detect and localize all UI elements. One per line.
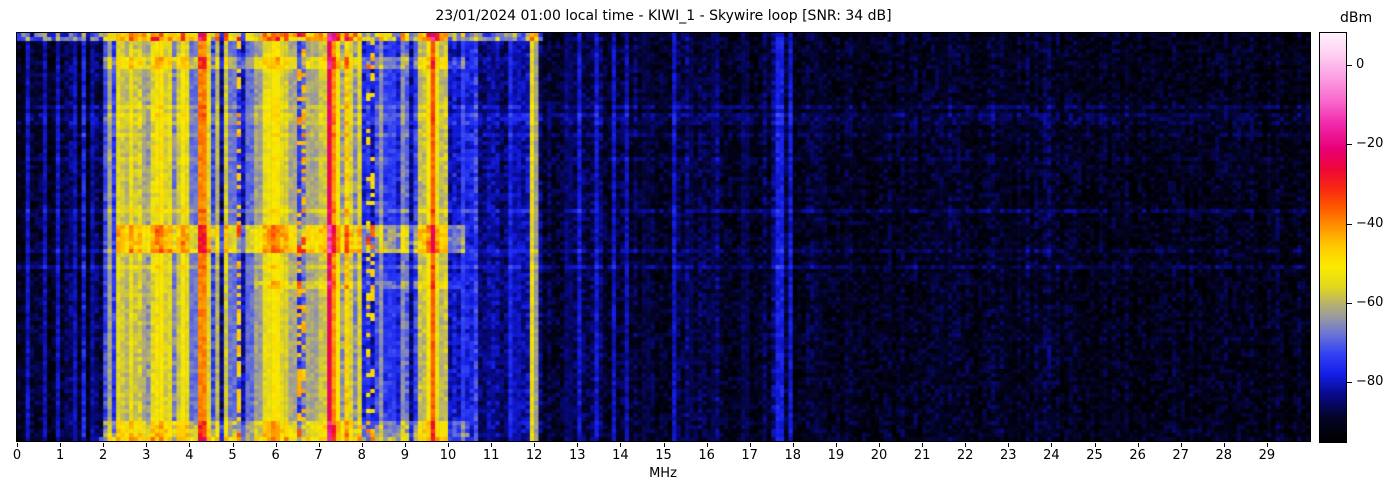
plot-area (16, 32, 1311, 442)
x-tick (17, 443, 18, 447)
x-tick (663, 443, 665, 447)
x-tick (1180, 443, 1182, 447)
colorbar-tick (1347, 223, 1352, 225)
x-tick (491, 443, 493, 447)
x-tick (879, 443, 880, 447)
x-tick-label: 24 (1043, 448, 1060, 463)
x-tick (534, 443, 536, 447)
x-tick (318, 443, 320, 447)
x-tick-label: 2 (99, 448, 108, 463)
x-tick-label: 11 (482, 448, 500, 463)
plot-title: 23/01/2024 01:00 local time - KIWI_1 - S… (435, 8, 892, 24)
colorbar-tick-label: −60 (1356, 295, 1384, 311)
x-tick-label: 16 (698, 448, 715, 463)
x-tick (146, 443, 148, 447)
spectrogram-canvas (17, 33, 1310, 441)
x-tick-label: 12 (525, 448, 543, 463)
colorbar-tick-label: −80 (1356, 374, 1384, 390)
x-tick (922, 443, 924, 447)
x-tick (232, 443, 234, 447)
x-tick-label: 9 (400, 448, 410, 463)
x-tick (792, 443, 794, 447)
colorbar-tick (1347, 382, 1352, 384)
x-tick-label: 5 (228, 448, 237, 463)
x-tick-label: 6 (271, 448, 280, 463)
x-tick (103, 443, 105, 447)
x-tick (404, 443, 406, 447)
x-tick (749, 443, 751, 447)
x-tick-label: 25 (1086, 448, 1103, 463)
x-tick-label: 20 (870, 448, 888, 463)
colorbar-canvas (1320, 33, 1346, 442)
x-tick-label: 7 (314, 448, 323, 463)
x-tick (275, 443, 277, 447)
x-tick (1051, 443, 1053, 447)
colorbar-tick-label: −40 (1356, 215, 1384, 231)
x-tick-label: 3 (142, 448, 151, 463)
x-tick (1137, 443, 1139, 447)
x-tick-label: 29 (1258, 448, 1276, 463)
x-tick (1094, 443, 1096, 447)
x-tick-label: 8 (357, 448, 366, 463)
x-tick-label: 19 (827, 448, 845, 463)
colorbar (1319, 32, 1347, 443)
colorbar-tick-label: −20 (1356, 136, 1384, 152)
colorbar-tick (1347, 144, 1352, 146)
x-tick-label: 17 (741, 448, 758, 463)
x-tick (965, 443, 967, 447)
colorbar-tick (1347, 64, 1352, 66)
x-tick (361, 443, 363, 447)
x-tick (1223, 443, 1225, 447)
x-tick-label: 21 (913, 448, 931, 463)
x-tick (620, 443, 622, 447)
x-tick-label: 10 (439, 448, 457, 463)
x-tick (60, 443, 62, 447)
colorbar-tick-label: 0 (1356, 56, 1365, 72)
colorbar-unit-label: dBm (1340, 10, 1373, 26)
x-axis-label: MHz (649, 466, 677, 481)
x-tick-label: 14 (612, 448, 629, 463)
x-tick (706, 443, 708, 447)
x-tick-label: 1 (55, 448, 65, 463)
x-tick-label: 22 (956, 448, 974, 463)
x-tick-label: 28 (1215, 448, 1233, 463)
x-tick-label: 27 (1172, 448, 1189, 463)
x-tick-label: 26 (1129, 448, 1146, 463)
x-tick (1266, 443, 1268, 447)
colorbar-tick (1347, 303, 1352, 305)
x-tick-label: 4 (185, 448, 194, 463)
x-tick-label: 23 (1000, 448, 1017, 463)
x-tick-label: 0 (12, 448, 22, 463)
x-tick (189, 443, 191, 447)
x-tick (1008, 443, 1010, 447)
x-tick-label: 18 (784, 448, 802, 463)
x-tick (835, 443, 837, 447)
x-tick (577, 443, 579, 447)
x-tick-label: 13 (569, 448, 586, 463)
x-tick-label: 15 (655, 448, 672, 463)
x-tick (448, 443, 449, 447)
